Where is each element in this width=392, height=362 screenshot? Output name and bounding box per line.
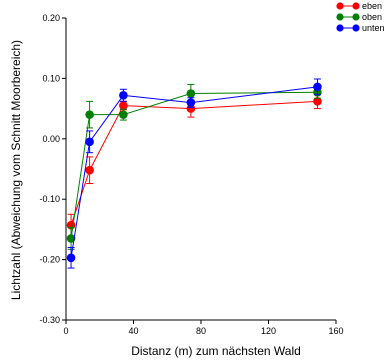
data-point-oben <box>85 110 94 119</box>
legend-marker <box>336 2 344 10</box>
x-tick-label: 80 <box>196 326 206 336</box>
data-point-unten <box>186 98 196 107</box>
data-point-eben <box>186 104 196 113</box>
legend-label: eben <box>362 1 382 11</box>
plot-area <box>66 78 322 269</box>
x-tick-label: 0 <box>63 326 68 336</box>
legend-item-oben: oben <box>336 12 382 22</box>
legend-marker <box>352 13 360 21</box>
x-tick-label: 160 <box>328 326 343 336</box>
x-axis-title: Distanz (m) zum nächsten Wald <box>131 344 301 358</box>
y-tick-label: -0.20 <box>39 255 60 265</box>
series-line-oben <box>70 91 318 239</box>
legend-marker <box>352 2 360 10</box>
data-point-unten <box>85 137 94 147</box>
legend-label: oben <box>362 12 382 22</box>
legend-item-eben: eben <box>336 1 382 11</box>
legend-label: unten <box>362 23 385 33</box>
y-tick-label: 0.20 <box>42 13 60 23</box>
data-point-eben <box>85 165 94 175</box>
data-point-oben <box>119 110 128 119</box>
series-line-unten <box>70 86 318 258</box>
legend-marker <box>352 24 360 32</box>
x-tick-label: 120 <box>261 326 276 336</box>
series-line-eben <box>70 100 318 226</box>
axes: 0.20 0.10 0.00 -0.10 -0.20 -0.300 40 80 120 160 <box>39 13 343 336</box>
y-tick-label: 0.00 <box>42 134 60 144</box>
y-tick-label: -0.30 <box>39 315 60 325</box>
series-eben <box>66 93 322 237</box>
series-unten <box>66 78 322 269</box>
legend-marker <box>336 13 344 21</box>
y-tick-label: -0.10 <box>39 194 60 204</box>
data-point-oben <box>66 234 76 243</box>
data-point-unten <box>313 82 322 92</box>
data-point-oben <box>186 89 196 98</box>
data-point-eben <box>119 101 128 110</box>
y-tick-label: 0.10 <box>42 73 60 83</box>
legend-marker <box>336 24 344 32</box>
legend-item-unten: unten <box>336 23 385 33</box>
data-point-eben <box>313 97 322 106</box>
data-point-unten <box>119 91 128 100</box>
y-axis-title: Lichtzahl (Abweichung vom Schnitt Moorbe… <box>9 40 23 300</box>
data-point-unten <box>66 253 76 263</box>
x-tick-label: 40 <box>128 326 138 336</box>
